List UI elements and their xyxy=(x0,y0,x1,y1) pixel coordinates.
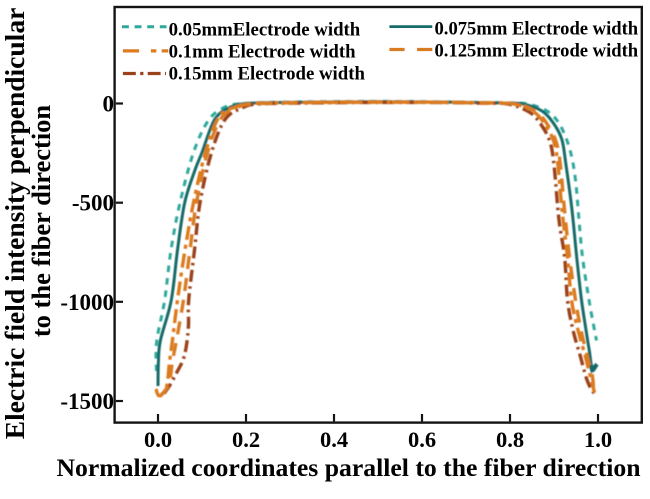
svg-text:-1000: -1000 xyxy=(60,290,114,315)
svg-text:1.0: 1.0 xyxy=(584,427,612,452)
svg-text:-500: -500 xyxy=(72,191,114,216)
svg-text:0.6: 0.6 xyxy=(408,427,436,452)
svg-text:0.1mm Electrode width: 0.1mm Electrode width xyxy=(169,42,356,63)
svg-text:0.0: 0.0 xyxy=(144,427,172,452)
svg-text:0.125mm Electrode width: 0.125mm Electrode width xyxy=(435,41,639,62)
svg-text:0.15mm Electrode width: 0.15mm Electrode width xyxy=(169,64,366,85)
svg-text:0.2: 0.2 xyxy=(232,427,260,452)
svg-text:0.05mmElectrode width: 0.05mmElectrode width xyxy=(169,20,361,41)
svg-text:0.075mm Electrode width: 0.075mm Electrode width xyxy=(435,19,639,40)
svg-text:0: 0 xyxy=(103,92,115,117)
svg-text:0.8: 0.8 xyxy=(496,427,524,452)
svg-text:-1500: -1500 xyxy=(60,389,114,414)
svg-text:to the fiber direction: to the fiber direction xyxy=(26,105,56,338)
svg-text:Normalized coordinates paralle: Normalized coordinates parallel to the f… xyxy=(56,453,640,482)
svg-text:0.4: 0.4 xyxy=(320,427,348,452)
svg-text:Electric field intensity perpe: Electric field intensity perpendicular xyxy=(0,8,30,440)
